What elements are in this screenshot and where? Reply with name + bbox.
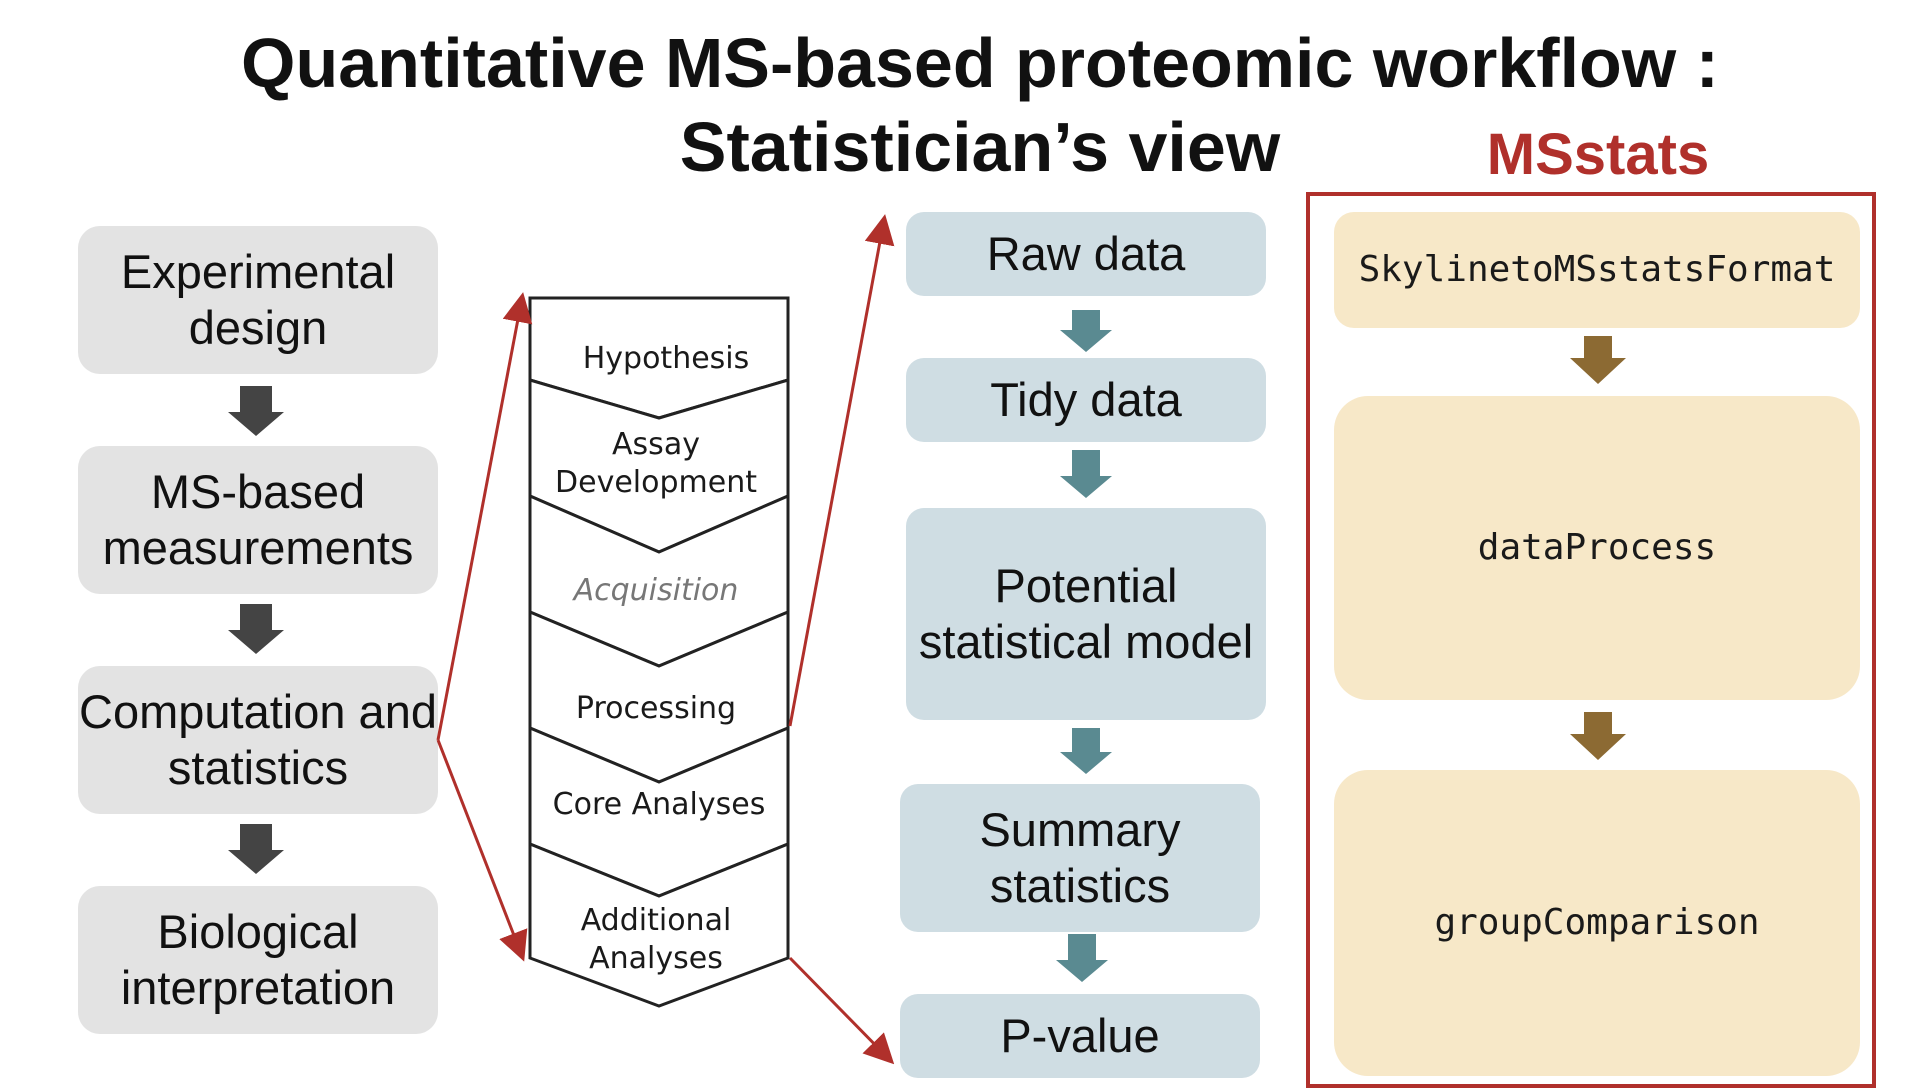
connector-to-chevron-top <box>436 292 533 741</box>
chevron-label-acquisition: Acquisition <box>573 573 739 608</box>
mid-box-raw-data: Raw data <box>906 212 1266 296</box>
chevron-label-hypothesis: Hypothesis <box>582 341 750 376</box>
connector-to-raw-data <box>788 214 895 727</box>
chevron-label-additional-analyses: Additional Analyses <box>580 903 732 976</box>
connector-to-chevron-bottom <box>436 739 528 962</box>
mid-box-potential-model: Potential statistical model <box>906 508 1266 720</box>
slide-title-line2: Statistician’s view <box>679 108 1281 186</box>
mid-box-summary-statistics: Summary statistics <box>900 784 1260 932</box>
mid-box-p-value: P-value <box>900 994 1260 1078</box>
connector-to-p-value <box>788 956 895 1065</box>
msstats-box-dataprocess: dataProcess <box>1334 396 1860 700</box>
left-box-experimental-design: Experimental design <box>78 226 438 374</box>
chevron-additional-analyses <box>528 841 790 1008</box>
mid-down-arrow-1 <box>1060 310 1112 352</box>
chevron-label-core-analyses: Core Analyses <box>552 787 766 822</box>
mid-box-tidy-data: Tidy data <box>906 358 1266 442</box>
slide-title-line1: Quantitative MS-based proteomic workflow… <box>241 24 1719 102</box>
msstats-box-groupcomparison: groupComparison <box>1334 770 1860 1076</box>
left-box-biological-interpretation: Biological interpretation <box>78 886 438 1034</box>
msstats-box-skyline-format: SkylinetoMSstatsFormat <box>1334 212 1860 328</box>
left-down-arrow-1 <box>228 386 284 436</box>
left-down-arrow-3 <box>228 824 284 874</box>
left-down-arrow-2 <box>228 604 284 654</box>
msstats-down-arrow-2 <box>1570 712 1626 760</box>
left-box-ms-measurements: MS-based measurements <box>78 446 438 594</box>
chevron-label-processing: Processing <box>575 691 737 726</box>
mid-down-arrow-4 <box>1056 934 1108 982</box>
mid-down-arrow-3 <box>1060 728 1112 774</box>
msstats-down-arrow-1 <box>1570 336 1626 384</box>
left-box-computation-statistics: Computation and statistics <box>78 666 438 814</box>
mid-down-arrow-2 <box>1060 450 1112 498</box>
msstats-label: MSstats <box>1486 122 1710 187</box>
chevron-label-assay-development: Assay Development <box>555 427 757 500</box>
